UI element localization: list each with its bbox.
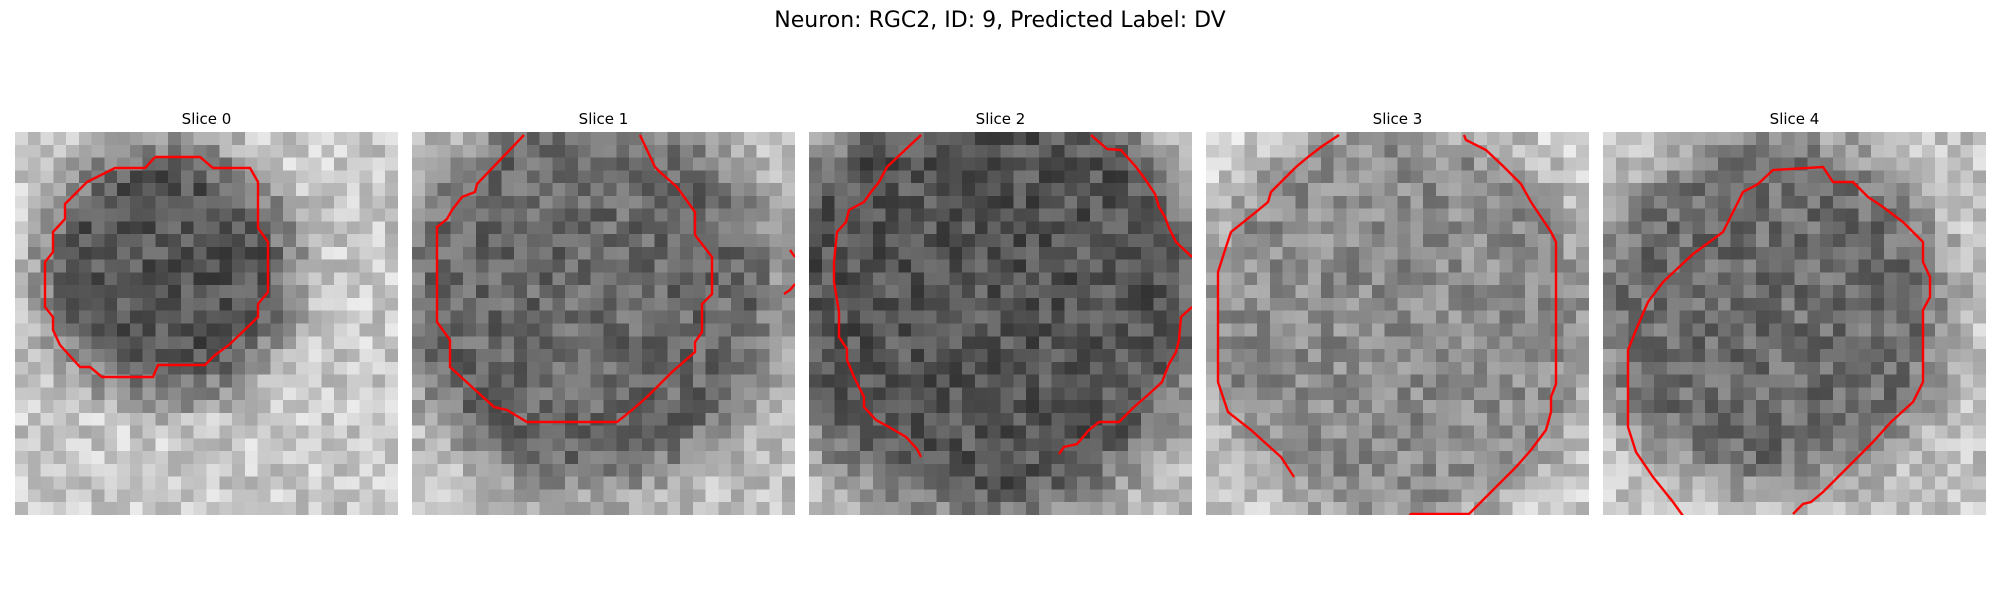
roi-contour <box>1626 165 1932 515</box>
roi-contour <box>832 134 1192 458</box>
slice-title: Slice 2 <box>975 110 1026 128</box>
slice-title: Slice 4 <box>1769 110 1820 128</box>
roi-contour <box>1216 134 1558 515</box>
slice-panel-4: Slice 4 <box>1603 110 1986 515</box>
slice-panel-0: Slice 0 <box>15 110 398 515</box>
roi-contour <box>43 155 270 379</box>
roi-contour <box>435 134 795 424</box>
slice-image <box>15 132 398 515</box>
slice-title: Slice 0 <box>181 110 232 128</box>
slice-panel-3: Slice 3 <box>1206 110 1589 515</box>
figure-title: Neuron: RGC2, ID: 9, Predicted Label: DV <box>774 8 1226 33</box>
slice-panel-1: Slice 1 <box>412 110 795 515</box>
slice-image <box>809 132 1192 515</box>
slice-title: Slice 3 <box>1372 110 1423 128</box>
slice-image <box>412 132 795 515</box>
slice-title: Slice 1 <box>578 110 629 128</box>
slice-panel-2: Slice 2 <box>809 110 1192 515</box>
